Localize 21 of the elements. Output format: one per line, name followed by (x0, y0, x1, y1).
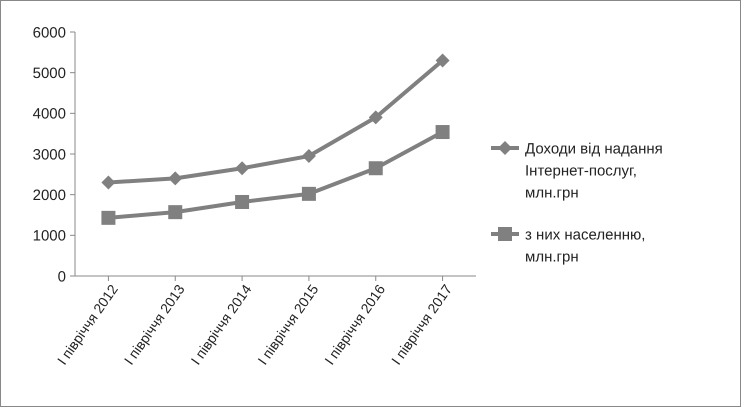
y-tick-label: 0 (58, 268, 66, 286)
point (302, 149, 316, 164)
point (436, 53, 450, 68)
point (235, 161, 250, 176)
point (436, 125, 450, 140)
y-tick-label: 3000 (32, 146, 66, 164)
y-tick-label: 2000 (32, 186, 66, 204)
legend-label: Доходи від надання Інтернет-послуг, млн.грн (525, 140, 663, 202)
point (168, 205, 182, 220)
point (101, 210, 116, 225)
point (168, 171, 182, 186)
point (368, 161, 383, 176)
y-tick-label: 5000 (32, 64, 66, 82)
y-tick-label: 4000 (32, 106, 66, 123)
point (368, 110, 383, 124)
point (235, 194, 250, 209)
y-tick-label: 6000 (32, 24, 66, 42)
point (302, 186, 316, 201)
y-tick-label: 1000 (32, 228, 66, 245)
point (101, 175, 116, 190)
legend-label: з них населенню, млн.грн (525, 226, 646, 266)
